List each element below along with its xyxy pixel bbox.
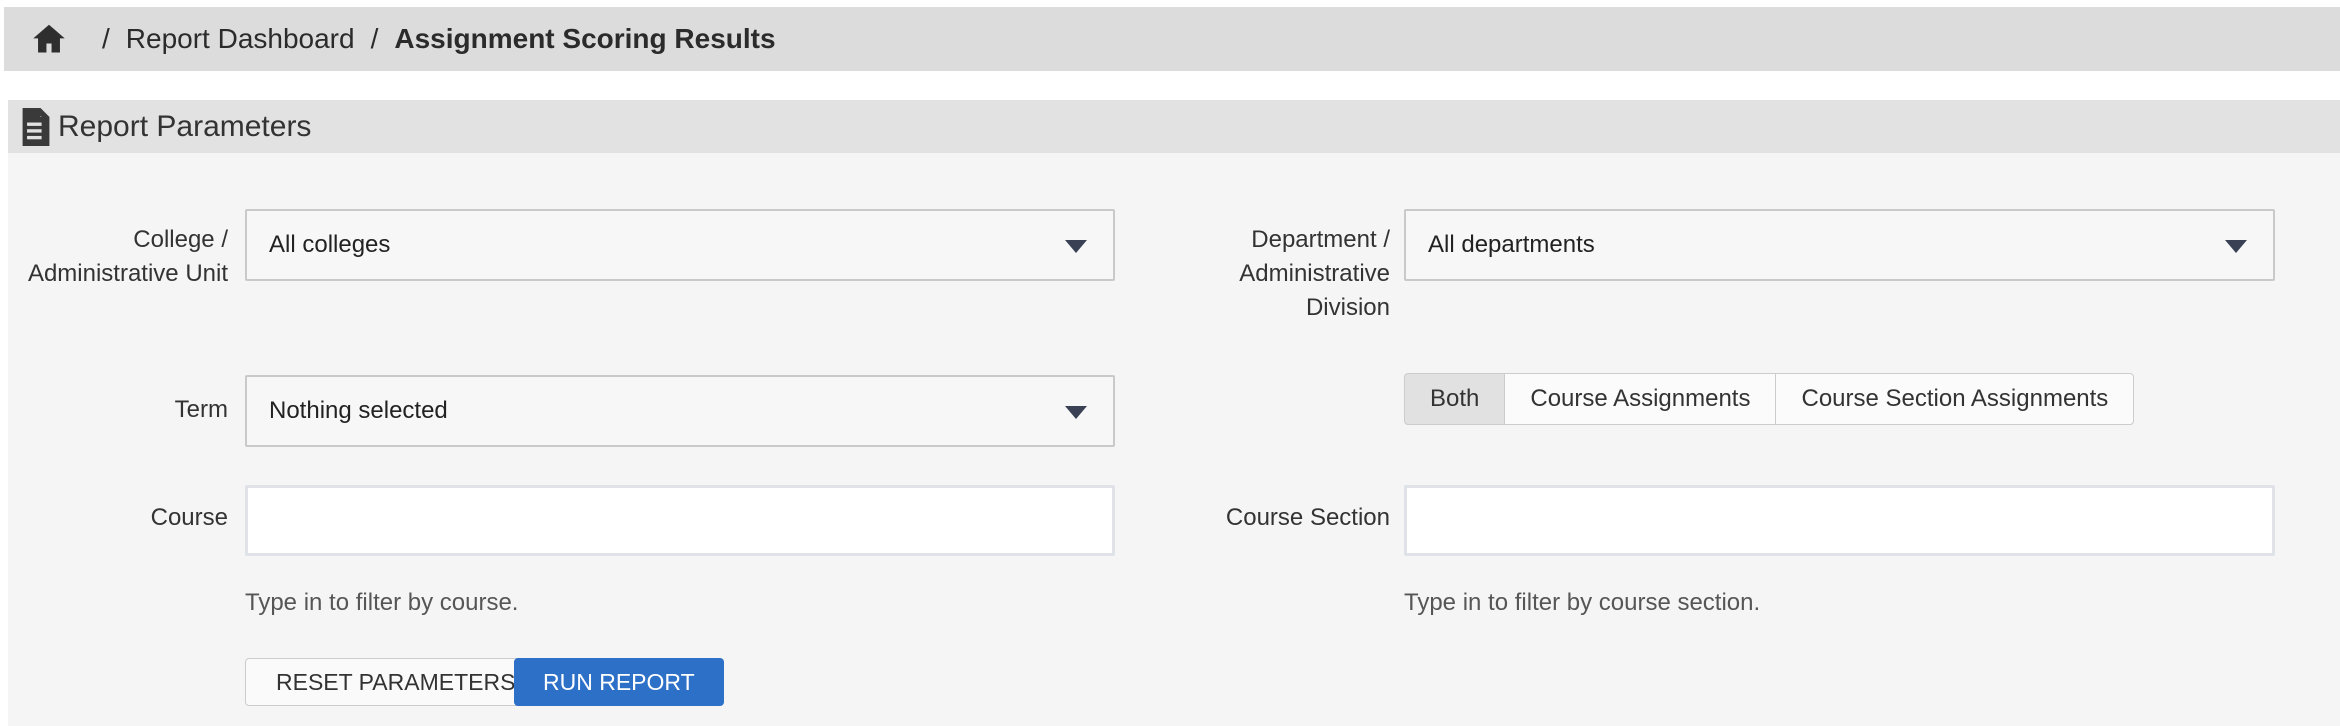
course-label: Course xyxy=(150,504,228,531)
reset-parameters-button[interactable]: RESET PARAMETERS xyxy=(245,658,547,706)
breadcrumb-bar: / Report Dashboard / Assignment Scoring … xyxy=(4,7,2340,71)
home-link[interactable] xyxy=(30,21,68,57)
course-section-label: Course Section xyxy=(1225,504,1390,531)
course-section-input[interactable] xyxy=(1404,485,2275,556)
course-help-text: Type in to filter by course. xyxy=(245,589,519,616)
term-select-value: Nothing selected xyxy=(269,397,448,424)
chevron-down-icon xyxy=(1065,240,1087,253)
course-input[interactable] xyxy=(245,485,1115,556)
term-select[interactable]: Nothing selected xyxy=(245,375,1115,447)
scope-button-course-assignments[interactable]: Course Assignments xyxy=(1504,373,1777,425)
breadcrumb-current-page: Assignment Scoring Results xyxy=(394,23,776,54)
term-label: Term xyxy=(174,396,228,423)
run-report-button[interactable]: RUN REPORT xyxy=(514,658,724,706)
course-section-help-text: Type in to filter by course section. xyxy=(1404,589,1761,616)
home-icon xyxy=(33,24,65,53)
scope-button-both[interactable]: Both xyxy=(1404,373,1506,425)
college-select-value: All colleges xyxy=(269,231,391,258)
scope-button-course-section-assignments[interactable]: Course Section Assignments xyxy=(1775,373,2135,425)
panel-title: Report Parameters xyxy=(58,109,312,143)
chevron-down-icon xyxy=(1065,406,1087,419)
department-label: Department / Administrative Division xyxy=(1239,226,1390,321)
report-parameters-form: College / Administrative Unit All colleg… xyxy=(8,153,2340,726)
chevron-down-icon xyxy=(2225,240,2247,253)
document-icon xyxy=(22,107,50,146)
breadcrumb: / Report Dashboard / Assignment Scoring … xyxy=(68,23,776,55)
department-select-value: All departments xyxy=(1428,231,1595,258)
breadcrumb-separator: / xyxy=(370,23,379,54)
breadcrumb-report-dashboard[interactable]: Report Dashboard xyxy=(125,23,355,54)
college-select[interactable]: All colleges xyxy=(245,209,1115,281)
assignment-scope-group: Both Course Assignments Course Section A… xyxy=(1404,373,2135,425)
college-label: College / Administrative Unit xyxy=(27,226,228,287)
department-select[interactable]: All departments xyxy=(1404,209,2275,281)
report-parameters-header: Report Parameters xyxy=(8,100,2340,153)
breadcrumb-separator: / xyxy=(102,23,110,54)
